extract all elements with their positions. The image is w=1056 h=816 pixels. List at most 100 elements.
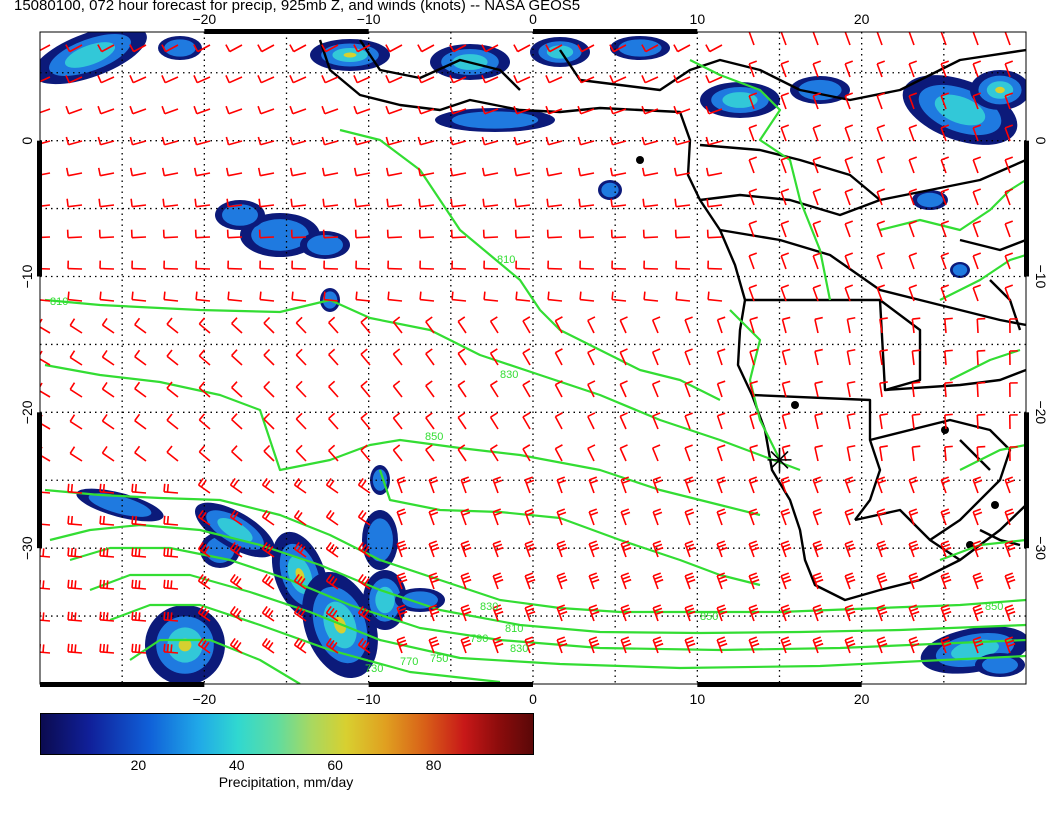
wind-barb [481,167,499,177]
precip-area [912,190,948,210]
wind-barb [257,44,275,53]
frame-bar [697,682,862,687]
wind-barb [908,124,918,142]
precip-area [950,262,970,278]
wind-barb [163,579,179,590]
wind-barb [396,540,408,558]
wind-barb [673,105,691,115]
wind-barb [225,105,243,115]
height-contours [44,59,1026,684]
wind-barb [295,348,307,366]
wind-barb [328,412,339,430]
wind-barb [780,636,792,654]
wind-barb [295,444,307,462]
wind-barb [40,76,51,83]
wind-barb [972,220,982,238]
wind-barb [812,540,824,558]
wind-barb [226,229,243,239]
wind-barb [674,198,691,208]
wind-barb [780,60,790,78]
precip-shade [402,591,438,609]
lon-tick-label-bottom: −20 [192,691,216,707]
wind-barb [908,156,918,174]
wind-barb [524,476,535,494]
island [636,156,644,164]
wind-barb [97,75,115,84]
contour-line [129,638,301,684]
wind-barb [263,380,275,398]
wind-barb [846,412,856,430]
wind-barb [161,136,179,146]
wind-barb [131,515,147,526]
wind-barb [198,381,211,398]
wind-barb [940,60,950,78]
wind-barb [428,572,440,590]
contour-label: 770 [400,656,418,668]
wind-barb [257,136,275,146]
precip-shade [952,264,968,276]
wind-barb [229,637,243,654]
wind-barb [353,75,371,84]
wind-barb [385,105,403,115]
lon-tick-label-top: 20 [854,11,870,27]
wind-barb [161,167,179,177]
wind-barb [451,260,467,270]
wind-barb [876,220,886,238]
wind-barb [587,412,596,430]
wind-barb [684,348,693,366]
wind-barb [609,75,627,84]
wind-barb [166,317,179,334]
wind-barb [844,32,851,46]
wind-barb [673,167,691,177]
coastline-segment [719,228,1026,327]
wind-barb [972,92,982,110]
wind-barb [976,381,986,398]
wind-barb [748,636,760,654]
precip-shade [372,469,388,491]
wind-barb [425,380,435,398]
wind-barb [547,291,563,302]
contour-label: 810 [50,296,68,308]
wind-barb [229,573,243,590]
wind-barb [556,572,568,590]
wind-barb [40,612,51,622]
wind-barb [812,188,822,206]
wind-barb [876,188,886,206]
wind-barb [976,349,986,366]
wind-barb [360,380,371,398]
wind-barb [231,381,243,398]
wind-barb [1004,508,1015,526]
wind-barb [66,198,83,208]
wind-barb [716,508,727,526]
wind-barb [908,572,920,590]
wind-barb [554,444,563,462]
wind-barb [579,260,595,270]
wind-barb [684,604,696,622]
contour-line [729,309,781,461]
wind-barb [229,541,243,558]
wind-barb [385,136,403,146]
wind-barb [610,229,627,239]
wind-barb [449,44,467,53]
wind-barb [131,547,147,558]
wind-barb [554,348,563,366]
coastline-segment [869,418,1012,541]
wind-barb [65,44,83,53]
wind-barb [259,260,275,270]
wind-barb [67,515,83,526]
wind-barb [844,220,854,238]
lon-tick-label-top: 10 [690,11,706,27]
wind-barb [226,198,243,208]
wind-barb [457,316,467,334]
wind-barb [609,136,627,146]
wind-barb [355,291,371,302]
wind-barb [940,572,952,590]
wind-barb [99,260,115,270]
wind-barb [547,260,563,270]
wind-barb [66,229,83,239]
wind-barb [357,477,371,494]
frame-bar [1024,140,1029,277]
wind-barb [40,382,51,398]
wind-barb [1008,446,1018,462]
